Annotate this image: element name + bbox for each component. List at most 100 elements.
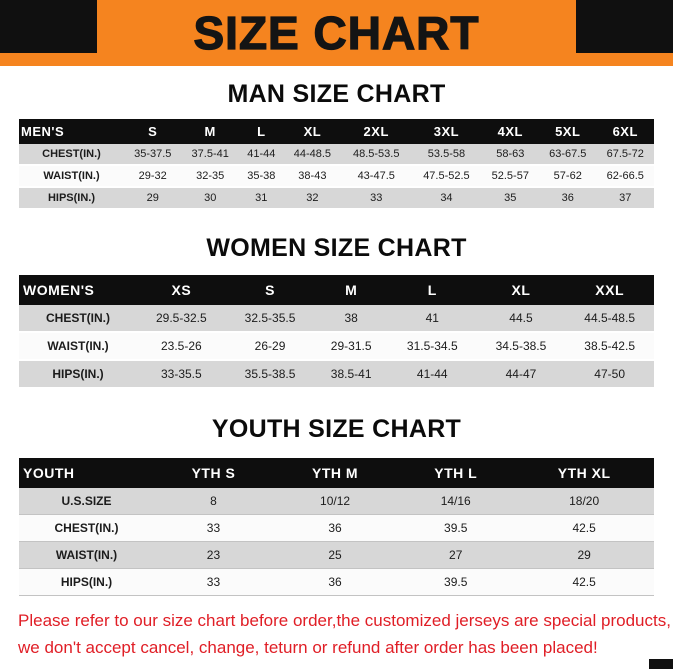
size-column-header: XS bbox=[137, 275, 226, 305]
man-size-table: MEN'S S M L XL 2XL 3XL 4XL 5XL 6XL CHEST(IN.) 35-37… bbox=[19, 119, 654, 210]
size-value: 63-67.5 bbox=[539, 144, 597, 166]
size-value: 32-35 bbox=[181, 165, 239, 188]
row-label: CHEST(IN.) bbox=[19, 305, 137, 333]
size-value: 38.5-41 bbox=[314, 360, 388, 389]
section-women-size-chart: WOMEN SIZE CHART WOMEN'S XS S M L XL XXL CHEST(… bbox=[0, 234, 673, 389]
size-value: 52.5-57 bbox=[481, 165, 540, 188]
corner-decoration-top-left bbox=[0, 0, 97, 53]
size-value: 34 bbox=[411, 187, 482, 210]
size-value: 41 bbox=[387, 305, 477, 333]
size-charts: MAN SIZE CHART MEN'S S M L XL 2XL 3XL 4XL 5XL 6XL… bbox=[0, 80, 673, 596]
size-value: 27 bbox=[397, 541, 515, 569]
size-column-header: L bbox=[238, 119, 284, 144]
footer-note: Please refer to our size chart before or… bbox=[18, 610, 673, 660]
size-value: 53.5-58 bbox=[411, 144, 482, 166]
size-column-header: YTH XL bbox=[514, 458, 654, 488]
size-value: 48.5-53.5 bbox=[341, 144, 412, 166]
size-value: 36 bbox=[539, 187, 597, 210]
size-value: 35-38 bbox=[238, 165, 284, 188]
table-header-row: WOMEN'S XS S M L XL XXL bbox=[19, 275, 654, 305]
table-row: CHEST(IN.) 35-37.5 37.5-41 41-44 44-48.5 48.5… bbox=[19, 144, 654, 166]
row-label: HIPS(IN.) bbox=[19, 187, 124, 210]
table-header-row: YOUTH YTH S YTH M YTH L YTH XL bbox=[19, 458, 654, 488]
size-value: 67.5-72 bbox=[596, 144, 654, 166]
table-corner-label: MEN'S bbox=[19, 119, 124, 144]
size-column-header: YTH M bbox=[272, 458, 398, 488]
table-row: WAIST(IN.) 29-32 32-35 35-38 38-43 43-47.5 47.… bbox=[19, 165, 654, 188]
man-size-chart-title: MAN SIZE CHART bbox=[227, 80, 446, 108]
size-value: 33 bbox=[154, 514, 273, 542]
row-label: WAIST(IN.) bbox=[19, 541, 154, 569]
size-value: 37.5-41 bbox=[181, 144, 239, 166]
row-label: HIPS(IN.) bbox=[19, 360, 137, 389]
size-column-header: M bbox=[314, 275, 388, 305]
size-value: 29 bbox=[124, 187, 182, 210]
size-value: 38 bbox=[314, 305, 388, 333]
table-corner-label: WOMEN'S bbox=[19, 275, 137, 305]
size-column-header: S bbox=[225, 275, 315, 305]
row-label: HIPS(IN.) bbox=[19, 568, 154, 596]
size-value: 10/12 bbox=[272, 488, 398, 515]
size-value: 25 bbox=[272, 541, 398, 569]
corner-decoration-top-right bbox=[576, 0, 673, 53]
size-value: 29.5-32.5 bbox=[137, 305, 226, 333]
table-row: CHEST(IN.) 29.5-32.5 32.5-35.5 38 41 44.5 44.5… bbox=[19, 305, 654, 333]
size-value: 35.5-38.5 bbox=[225, 360, 315, 389]
size-column-header: S bbox=[124, 119, 182, 144]
footer-line-2: we don't accept cancel, change, teturn o… bbox=[18, 637, 598, 657]
page-title: SIZE CHART bbox=[193, 6, 480, 59]
size-value: 33 bbox=[154, 568, 273, 596]
youth-size-table: YOUTH YTH S YTH M YTH L YTH XL U.S.SIZE 8 10/12… bbox=[19, 458, 654, 596]
size-value: 38-43 bbox=[283, 165, 342, 188]
size-value: 29-32 bbox=[124, 165, 182, 188]
size-value: 47-50 bbox=[565, 360, 654, 389]
size-column-header: L bbox=[387, 275, 477, 305]
size-value: 34.5-38.5 bbox=[476, 332, 566, 361]
size-column-header: YTH L bbox=[397, 458, 515, 488]
size-column-header: 3XL bbox=[411, 119, 482, 144]
size-value: 39.5 bbox=[397, 514, 515, 542]
table-header-row: MEN'S S M L XL 2XL 3XL 4XL 5XL 6XL bbox=[19, 119, 654, 144]
size-value: 36 bbox=[272, 568, 398, 596]
size-value: 26-29 bbox=[225, 332, 315, 361]
size-value: 57-62 bbox=[539, 165, 597, 188]
size-column-header: XL bbox=[283, 119, 342, 144]
size-value: 44.5-48.5 bbox=[565, 305, 654, 333]
corner-decoration-bottom-right bbox=[649, 659, 673, 669]
table-row: WAIST(IN.) 23.5-26 26-29 29-31.5 31.5-34.5 34… bbox=[19, 332, 654, 361]
size-value: 33 bbox=[341, 187, 412, 210]
size-value: 37 bbox=[596, 187, 654, 210]
size-value: 58-63 bbox=[481, 144, 540, 166]
table-row: HIPS(IN.) 33-35.5 35.5-38.5 38.5-41 41-44 44-… bbox=[19, 360, 654, 389]
size-value: 29 bbox=[514, 541, 654, 569]
size-value: 31 bbox=[238, 187, 284, 210]
size-column-header: YTH S bbox=[154, 458, 273, 488]
size-value: 42.5 bbox=[514, 514, 654, 542]
row-label: CHEST(IN.) bbox=[19, 514, 154, 542]
banner: SIZE CHART bbox=[0, 0, 673, 66]
size-value: 43-47.5 bbox=[341, 165, 412, 188]
size-value: 39.5 bbox=[397, 568, 515, 596]
size-value: 32 bbox=[283, 187, 342, 210]
size-value: 41-44 bbox=[387, 360, 477, 389]
row-label: WAIST(IN.) bbox=[19, 332, 137, 361]
size-column-header: 6XL bbox=[596, 119, 654, 144]
table-row: WAIST(IN.) 23 25 27 29 bbox=[19, 541, 654, 569]
section-man-size-chart: MAN SIZE CHART MEN'S S M L XL 2XL 3XL 4XL 5XL 6XL… bbox=[0, 80, 673, 210]
size-column-header: XL bbox=[476, 275, 566, 305]
size-value: 8 bbox=[154, 488, 273, 515]
size-value: 30 bbox=[181, 187, 239, 210]
table-corner-label: YOUTH bbox=[19, 458, 154, 488]
row-label: WAIST(IN.) bbox=[19, 165, 124, 188]
size-column-header: 2XL bbox=[341, 119, 412, 144]
size-value: 42.5 bbox=[514, 568, 654, 596]
women-size-chart-title: WOMEN SIZE CHART bbox=[206, 234, 467, 262]
size-value: 44-48.5 bbox=[283, 144, 342, 166]
youth-size-chart-title: YOUTH SIZE CHART bbox=[211, 415, 462, 443]
size-value: 29-31.5 bbox=[314, 332, 388, 361]
size-column-header: 4XL bbox=[481, 119, 540, 144]
table-row: HIPS(IN.) 29 30 31 32 33 34 35 36 37 bbox=[19, 187, 654, 210]
size-value: 35-37.5 bbox=[124, 144, 182, 166]
size-value: 18/20 bbox=[514, 488, 654, 515]
size-value: 14/16 bbox=[397, 488, 515, 515]
